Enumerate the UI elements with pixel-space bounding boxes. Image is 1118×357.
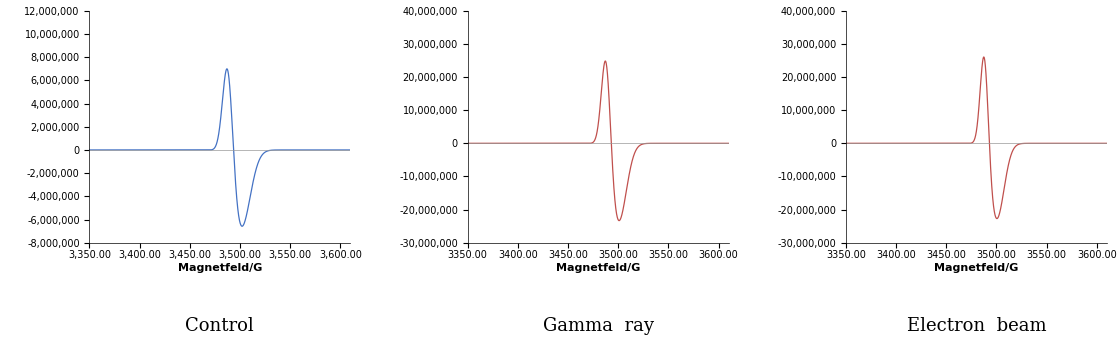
X-axis label: Magnetfeld/G: Magnetfeld/G — [178, 263, 262, 273]
X-axis label: Magnetfeld/G: Magnetfeld/G — [556, 263, 641, 273]
Text: Electron  beam: Electron beam — [907, 317, 1046, 335]
X-axis label: Magnetfeld/G: Magnetfeld/G — [935, 263, 1018, 273]
Text: Gamma  ray: Gamma ray — [542, 317, 654, 335]
Text: Control: Control — [186, 317, 254, 335]
